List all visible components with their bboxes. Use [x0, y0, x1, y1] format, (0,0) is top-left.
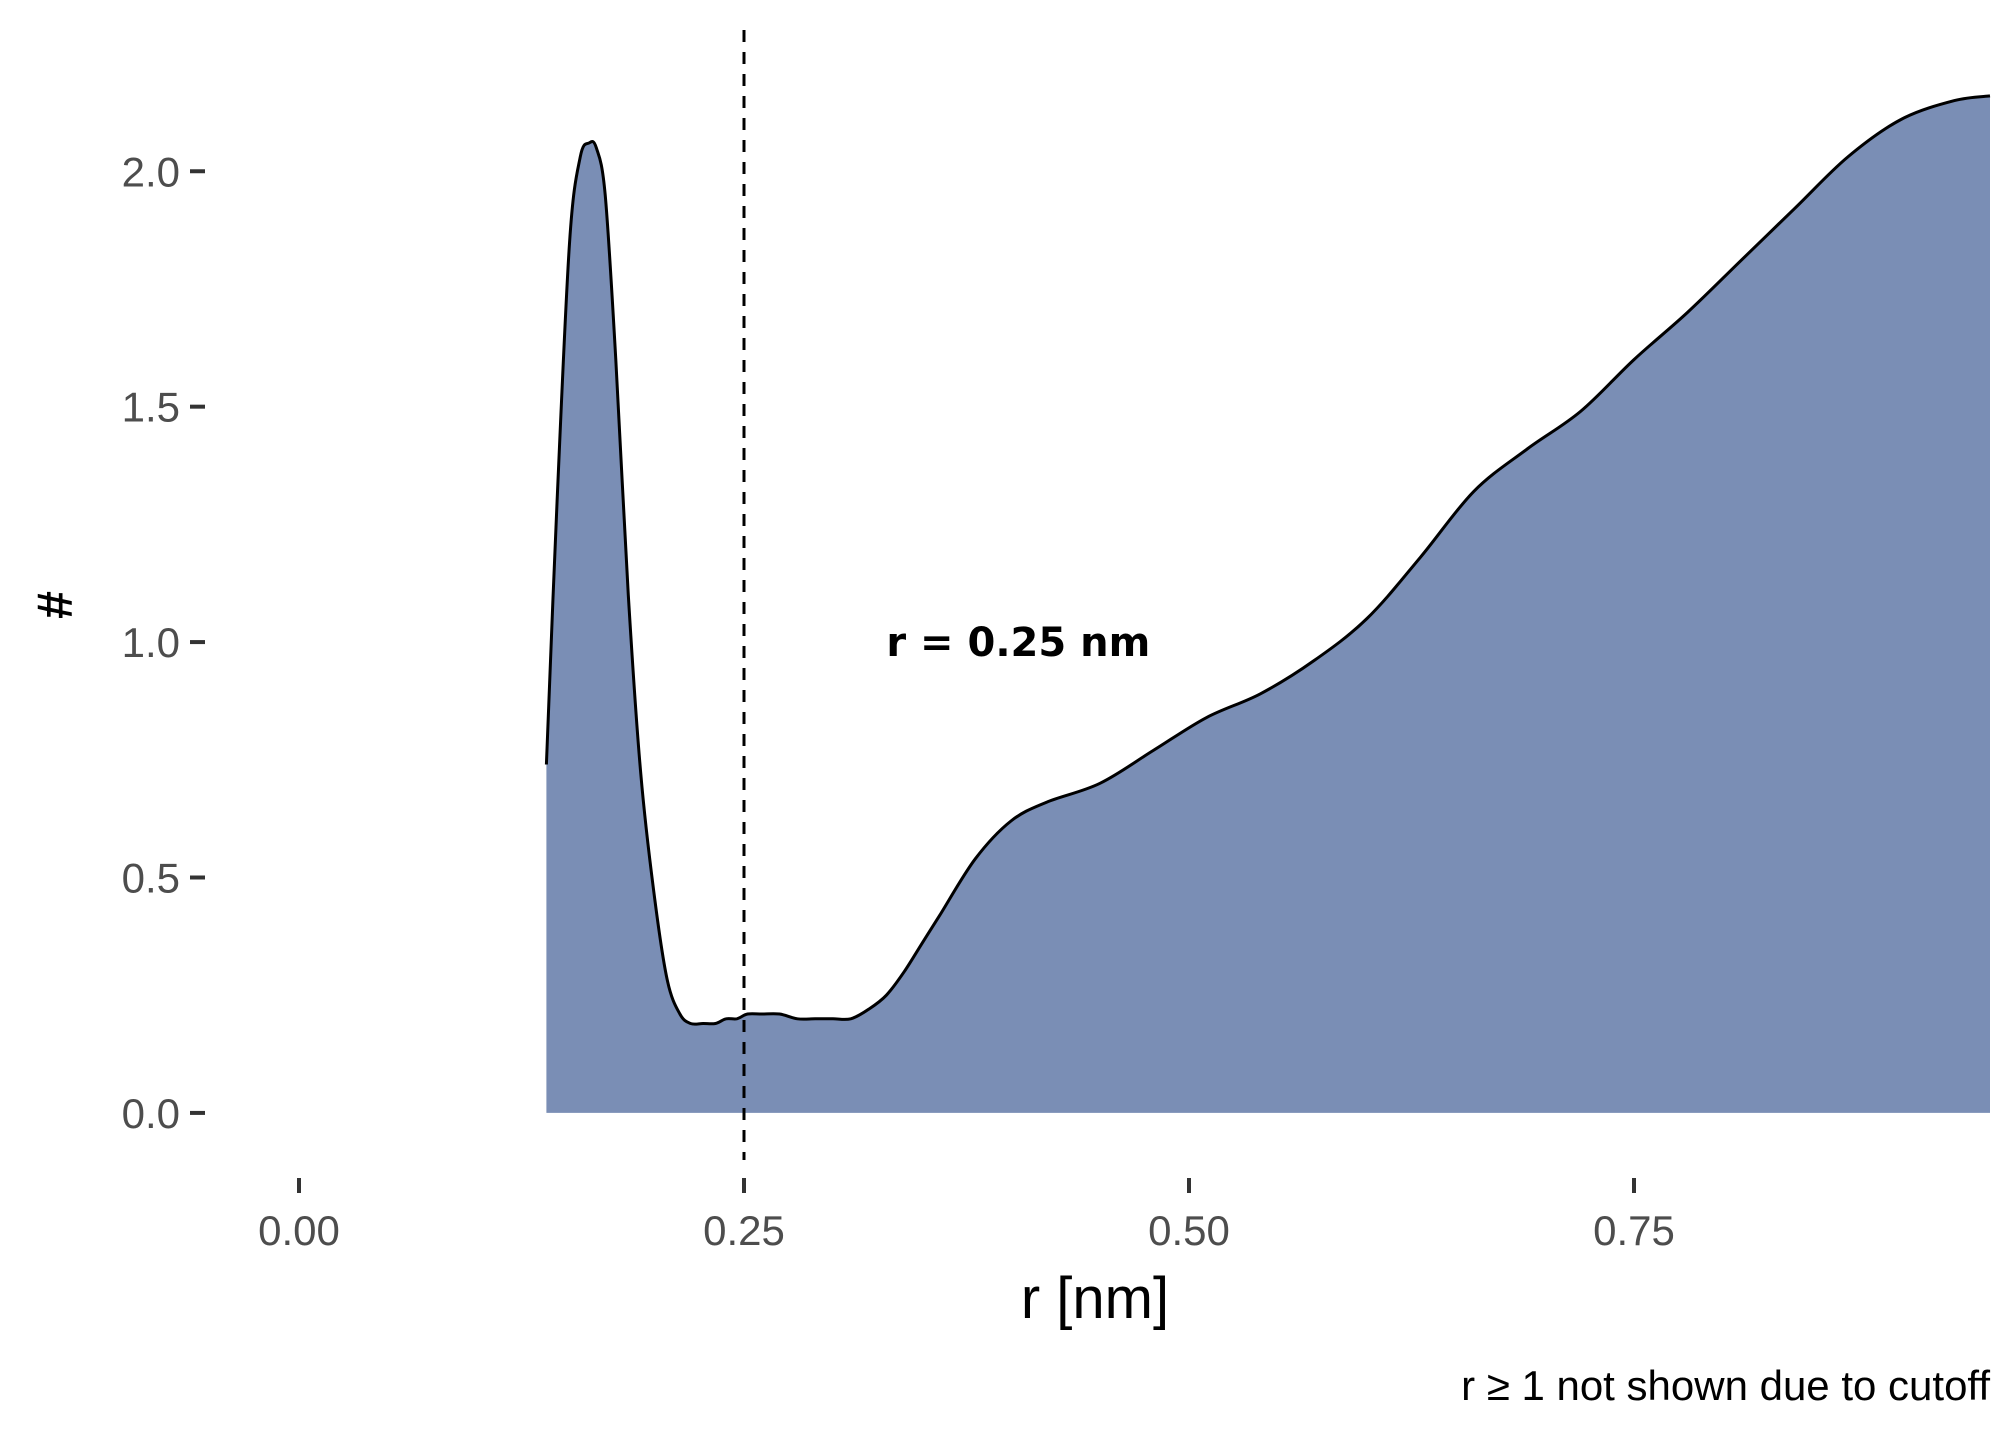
y-axis: 0.0 0.5 1.0 1.5 2.0	[122, 148, 205, 1137]
x-axis-title: r [nm]	[1021, 1266, 1169, 1331]
caption: r ≥ 1 not shown due to cutoff	[1461, 1362, 1990, 1409]
x-tick-label: 0.75	[1593, 1207, 1675, 1254]
density-line	[544, 94, 1991, 1026]
y-tick-label: 1.0	[122, 619, 180, 666]
density-area	[546, 95, 1990, 1113]
annotation-label: r = 0.25 nm	[886, 620, 1150, 666]
x-tick-label: 0.25	[703, 1207, 785, 1254]
x-axis: 0.00 0.25 0.50 0.75	[258, 1178, 1675, 1254]
x-tick-label: 0.00	[258, 1207, 340, 1254]
x-tick-label: 0.50	[1148, 1207, 1230, 1254]
y-axis-title: #	[27, 591, 83, 619]
y-tick-label: 1.5	[122, 384, 180, 431]
y-tick-label: 0.0	[122, 1090, 180, 1137]
y-tick-label: 2.0	[122, 148, 180, 195]
y-tick-label: 0.5	[122, 855, 180, 902]
